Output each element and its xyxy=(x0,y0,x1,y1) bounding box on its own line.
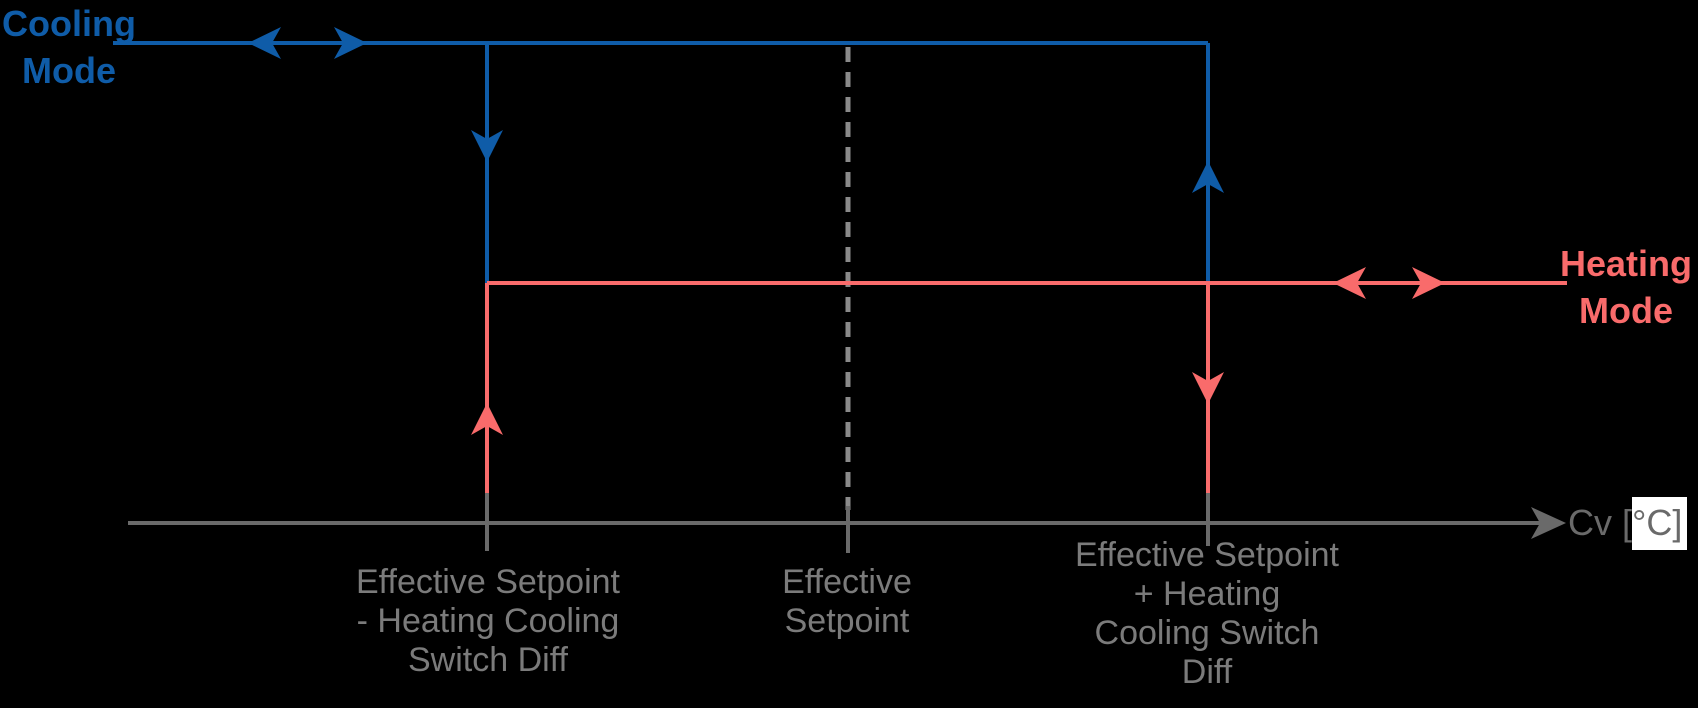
cooling-mode-label-line2: Mode xyxy=(22,50,116,91)
tick-label-upper-line2: + Heating xyxy=(1133,575,1281,613)
x-axis-label: Cv [°C] xyxy=(1568,502,1683,543)
heating-arrow-right-icon xyxy=(1412,267,1445,299)
heating-mode-label-line1: Heating xyxy=(1559,243,1692,284)
cooling-mode-label: Cooling Mode xyxy=(0,0,138,94)
tick-label-lower-line1: Effective Setpoint xyxy=(356,563,620,601)
cooling-arrow-up-icon xyxy=(1192,161,1224,193)
tick-label-effective-setpoint: Effective Setpoint xyxy=(637,563,1057,641)
cooling-arrow-right-icon xyxy=(334,27,367,59)
heating-mode-label: Heating Mode xyxy=(1552,240,1698,334)
x-axis-arrow-icon xyxy=(1531,507,1566,539)
cooling-mode-label-line1: Cooling xyxy=(2,3,136,44)
heating-arrow-left-icon xyxy=(1333,267,1366,299)
tick-label-upper-line3: Cooling Switch xyxy=(1094,614,1320,652)
heating-mode-label-line2: Mode xyxy=(1579,290,1673,331)
tick-label-lower-line2: - Heating Cooling xyxy=(356,602,620,640)
cooling-arrow-down-icon xyxy=(471,130,503,162)
tick-label-mid-line2: Setpoint xyxy=(784,602,910,640)
tick-label-upper-line1: Effective Setpoint xyxy=(1075,536,1339,574)
unit-highlight-box xyxy=(1632,497,1687,550)
cooling-arrow-left-icon xyxy=(248,27,281,59)
tick-label-lower-line3: Switch Diff xyxy=(408,641,568,679)
tick-label-mid-line1: Effective xyxy=(782,563,912,601)
tick-label-upper-line4: Diff xyxy=(1181,653,1233,691)
heating-arrow-down-icon xyxy=(1192,372,1224,404)
tick-label-lower-threshold: Effective Setpoint - Heating Cooling Swi… xyxy=(278,563,698,680)
tick-label-upper-threshold: Effective Setpoint + Heating Cooling Swi… xyxy=(997,536,1417,692)
heating-arrow-up-icon xyxy=(471,403,503,435)
